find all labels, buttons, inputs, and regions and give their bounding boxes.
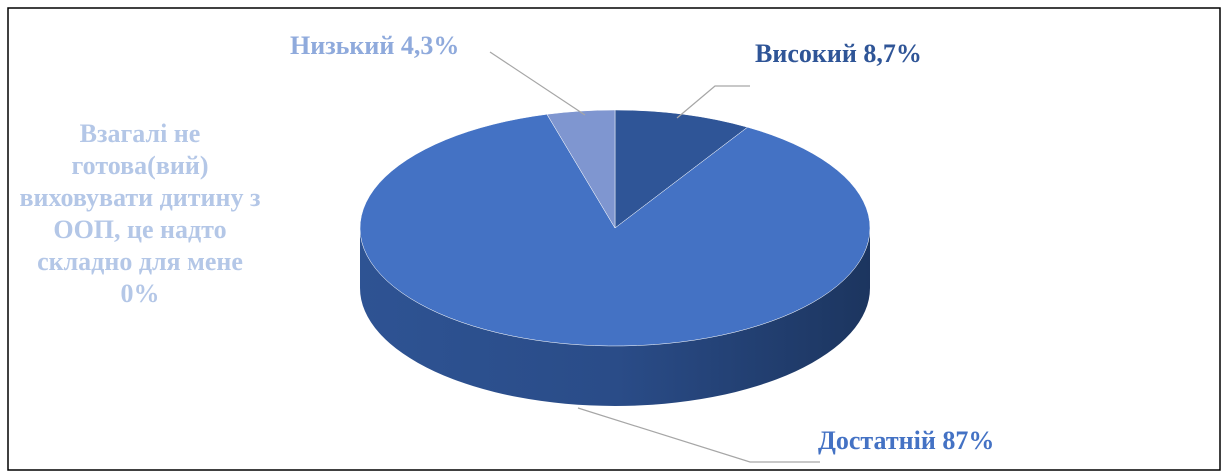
data-label: Взагалі не готова(вий) виховувати дитину…: [15, 118, 265, 310]
category: Низький: [290, 31, 395, 60]
value-label: 8,7%: [863, 39, 922, 68]
data-label: Низький 4,3%: [290, 30, 459, 62]
value-label: 87%: [942, 426, 995, 455]
leader-line: [577, 407, 820, 463]
data-label: Достатній 87%: [818, 425, 994, 457]
value-label: 0%: [120, 279, 160, 308]
category: Взагалі не готова(вий) виховувати дитину…: [19, 119, 261, 276]
category: Високий: [755, 39, 857, 68]
category: Достатній: [818, 426, 936, 455]
pie-slice: [546, 109, 616, 229]
value-label: 4,3%: [400, 31, 460, 60]
leader-line: [489, 51, 586, 116]
frame: [7, 7, 1221, 471]
pie-slice: [614, 109, 749, 229]
pie-slice: [359, 114, 871, 347]
data-label: Високий 8,7%: [755, 38, 922, 70]
pie-side: [360, 228, 870, 406]
leader-line: [676, 85, 750, 119]
